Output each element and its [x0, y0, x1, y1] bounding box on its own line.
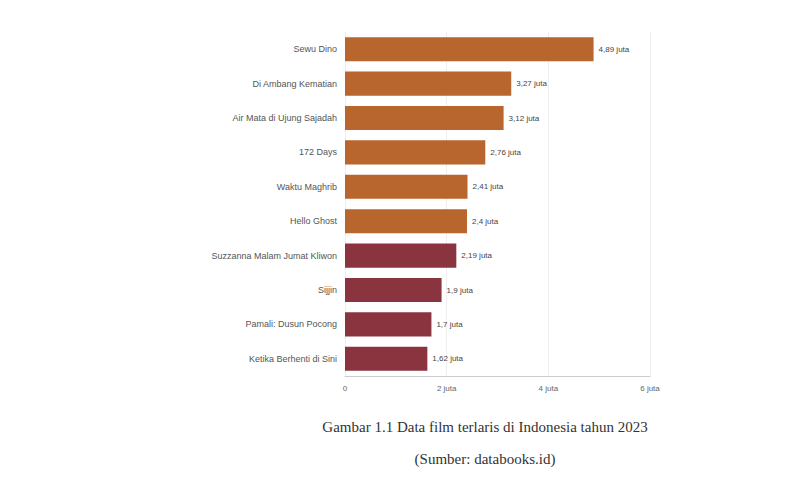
- svg-text:Hello Ghost: Hello Ghost: [290, 216, 338, 226]
- svg-text:1,62 juta: 1,62 juta: [432, 354, 463, 363]
- svg-text:4 juta: 4 juta: [539, 384, 559, 393]
- svg-text:2 juta: 2 juta: [437, 384, 457, 393]
- svg-text:1,7 juta: 1,7 juta: [436, 320, 463, 329]
- svg-text:4,89 juta: 4,89 juta: [599, 45, 630, 54]
- svg-text:6 juta: 6 juta: [640, 384, 660, 393]
- svg-text:Ketika Berhenti di Sini: Ketika Berhenti di Sini: [249, 354, 337, 364]
- svg-text:Gambar 1.1 Data film terlaris: Gambar 1.1 Data film terlaris di Indones…: [322, 419, 647, 435]
- svg-text:Sijjin: Sijjin: [318, 285, 337, 295]
- svg-text:2,4 juta: 2,4 juta: [472, 217, 499, 226]
- svg-text:3,27 juta: 3,27 juta: [516, 79, 547, 88]
- svg-text:172 Days: 172 Days: [299, 147, 338, 157]
- svg-text:3,12 juta: 3,12 juta: [509, 114, 540, 123]
- svg-text:(Sumber: databooks.id): (Sumber: databooks.id): [415, 451, 556, 468]
- svg-text:2,41 juta: 2,41 juta: [473, 182, 504, 191]
- svg-text:Suzzanna Malam Jumat Kliwon: Suzzanna Malam Jumat Kliwon: [211, 251, 337, 261]
- svg-text:2,76 juta: 2,76 juta: [490, 148, 521, 157]
- svg-text:Waktu Maghrib: Waktu Maghrib: [277, 182, 337, 192]
- svg-text:Di Ambang Kematian: Di Ambang Kematian: [252, 79, 337, 89]
- svg-text:2,19 juta: 2,19 juta: [461, 251, 492, 260]
- svg-text:Pamali: Dusun Pocong: Pamali: Dusun Pocong: [245, 319, 337, 329]
- svg-text:Sewu Dino: Sewu Dino: [293, 44, 337, 54]
- svg-text:0: 0: [343, 384, 348, 393]
- svg-text:1,9 juta: 1,9 juta: [447, 286, 474, 295]
- svg-text:Air Mata di Ujung Sajadah: Air Mata di Ujung Sajadah: [232, 113, 337, 123]
